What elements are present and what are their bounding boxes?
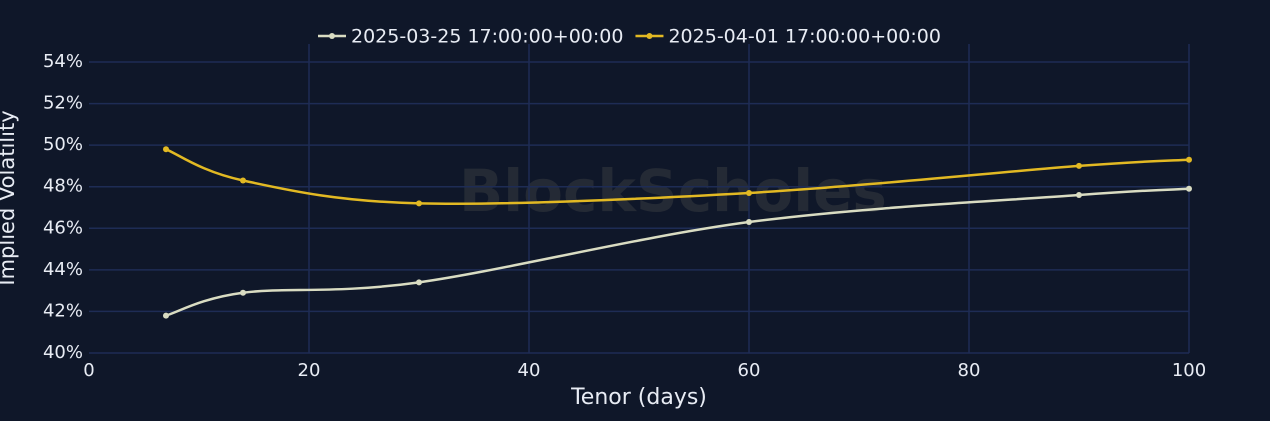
x-tick-label: 0 [83, 360, 94, 381]
marker [240, 177, 246, 184]
marker [163, 312, 169, 319]
x-tick-label: 60 [738, 360, 761, 381]
y-tick-label: 50% [43, 134, 83, 155]
y-tick-label: 54% [43, 51, 83, 72]
legend-label: 2025-04-01 17:00:00+00:00 [668, 26, 940, 48]
y-tick-label: 48% [43, 176, 83, 197]
x-tick-label: 100 [1172, 360, 1206, 381]
legend-item: 2025-04-01 17:00:00+00:00 [635, 26, 941, 48]
marker [1076, 192, 1082, 199]
x-tick-label: 20 [298, 360, 321, 381]
y-tick-label: 40% [43, 342, 83, 363]
marker [746, 219, 752, 226]
legend-label: 2025-03-25 17:00:00+00:00 [351, 26, 623, 48]
y-axis-title: Implied Volatility [0, 110, 19, 285]
y-tick-label: 42% [43, 300, 83, 321]
marker [1076, 162, 1082, 169]
y-tick-label: 44% [43, 259, 83, 280]
marker [1186, 156, 1192, 163]
marker [163, 146, 169, 153]
y-tick-label: 46% [43, 217, 83, 238]
marker [416, 279, 422, 286]
x-axis-title: Tenor (days) [570, 385, 707, 410]
marker [1186, 185, 1192, 192]
marker [746, 189, 752, 196]
x-tick-label: 80 [958, 360, 981, 381]
x-tick-label: 40 [518, 360, 541, 381]
legend-item: 2025-03-25 17:00:00+00:00 [318, 26, 623, 48]
legend-swatch-marker [329, 33, 335, 39]
marker [416, 200, 422, 207]
marker [240, 289, 246, 296]
legend-swatch-marker [646, 33, 653, 39]
y-tick-label: 52% [43, 93, 83, 114]
